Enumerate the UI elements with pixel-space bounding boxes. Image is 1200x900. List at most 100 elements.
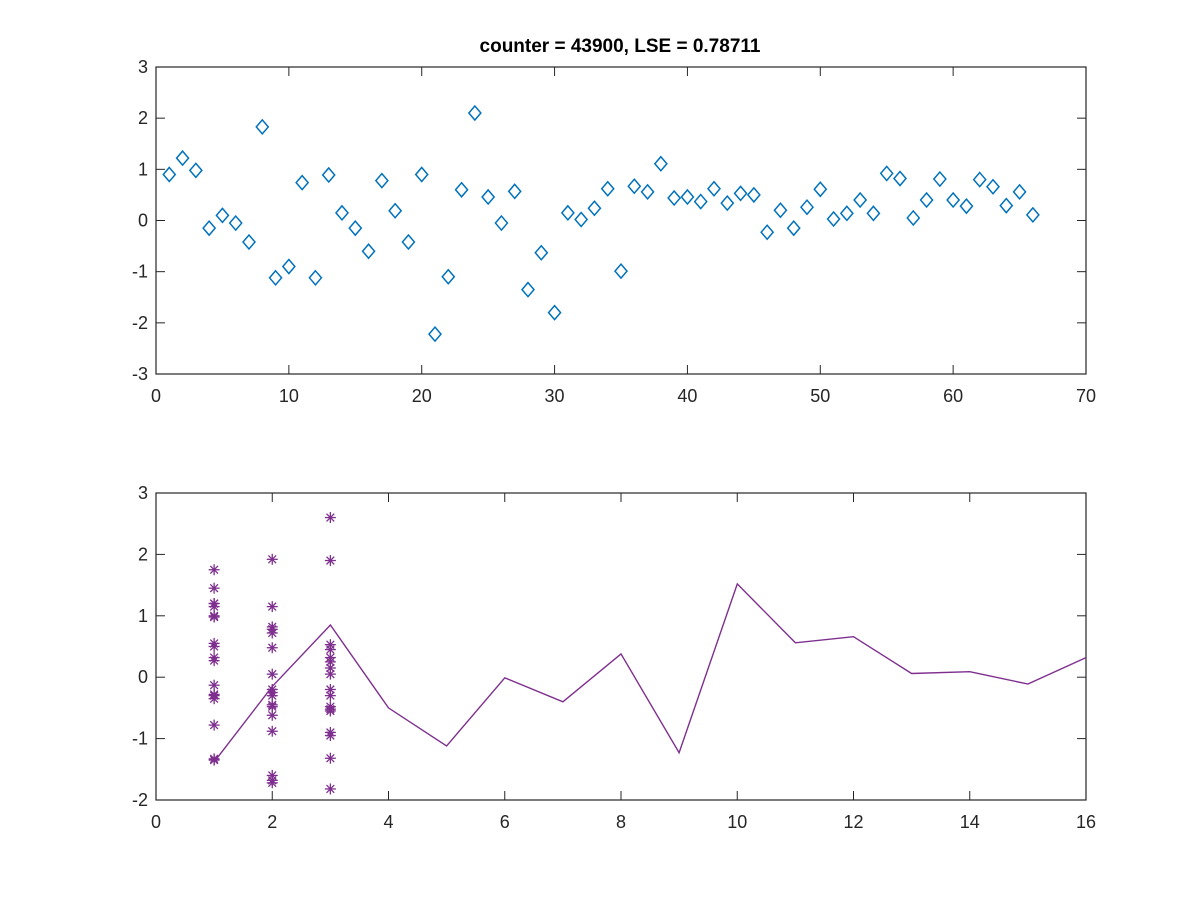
data-point-diamond xyxy=(467,104,482,122)
x-tick-label: 8 xyxy=(616,812,626,832)
data-point-diamond xyxy=(986,178,1000,195)
data-point-diamond xyxy=(667,189,682,207)
data-point-diamond xyxy=(693,193,708,210)
x-tick-label: 12 xyxy=(843,812,863,832)
data-point-asterisk xyxy=(266,642,278,654)
top-plot-marks xyxy=(162,104,1040,343)
data-point-diamond xyxy=(175,149,190,167)
data-point-asterisk xyxy=(208,754,220,766)
data-point-diamond xyxy=(428,325,442,343)
data-point-asterisk xyxy=(266,777,278,789)
y-tick-label: 3 xyxy=(138,483,148,503)
data-point-diamond xyxy=(414,166,429,183)
x-tick-label: 10 xyxy=(727,812,747,832)
data-point-diamond xyxy=(401,233,416,251)
top-plot-axes: counter = 43900, LSE = 0.78711 0 10 20 30 40… xyxy=(132,36,1096,406)
x-tick-label: 0 xyxy=(151,386,161,406)
data-point-asterisk xyxy=(266,553,278,565)
x-tick-label: 40 xyxy=(677,386,697,406)
data-point-asterisk xyxy=(266,668,278,680)
x-tick-label: 70 xyxy=(1076,386,1096,406)
x-tick-label: 20 xyxy=(412,386,432,406)
data-point-diamond xyxy=(228,214,243,232)
top-plot-title: counter = 43900, LSE = 0.78711 xyxy=(480,36,761,57)
data-point-asterisk xyxy=(208,679,220,691)
data-point-diamond xyxy=(295,174,310,191)
data-point-asterisk xyxy=(208,655,220,667)
data-point-diamond xyxy=(932,170,947,188)
data-point-diamond xyxy=(507,183,522,200)
y-tick-label: -1 xyxy=(132,729,148,749)
data-point-diamond xyxy=(959,198,974,215)
y-tick-label: 3 xyxy=(138,57,148,77)
data-point-asterisk xyxy=(266,709,278,721)
data-point-asterisk xyxy=(208,598,220,610)
data-point-asterisk xyxy=(208,582,220,594)
top-plot-area xyxy=(155,66,1087,375)
data-point-diamond xyxy=(560,204,575,221)
data-point-diamond xyxy=(202,220,217,237)
data-point-diamond xyxy=(162,166,177,183)
data-point-diamond xyxy=(786,220,801,237)
data-point-asterisk xyxy=(324,690,336,702)
data-point-diamond xyxy=(879,165,894,182)
data-point-diamond xyxy=(720,194,735,212)
data-point-diamond xyxy=(494,214,509,232)
data-point-asterisk xyxy=(208,641,220,652)
data-point-asterisk xyxy=(266,627,278,639)
data-point-diamond xyxy=(587,200,602,217)
data-point-diamond xyxy=(308,269,323,286)
data-point-diamond xyxy=(866,205,881,222)
data-point-asterisk xyxy=(266,725,278,737)
y-tick-label: 2 xyxy=(138,108,148,128)
data-point-diamond xyxy=(919,191,934,209)
top-plot-ticks: 0 10 20 30 40 50 60 70 -3 -2 -1 0 1 2 3 xyxy=(132,57,1096,406)
data-point-asterisk xyxy=(324,656,336,668)
data-point-diamond xyxy=(481,188,496,206)
data-point-diamond xyxy=(653,155,668,172)
data-point-diamond xyxy=(707,180,721,197)
data-point-diamond xyxy=(733,185,748,202)
data-point-diamond xyxy=(680,188,695,206)
data-point-diamond xyxy=(348,220,363,237)
x-tick-label: 16 xyxy=(1076,812,1096,832)
data-point-diamond xyxy=(640,183,655,200)
y-tick-label: -2 xyxy=(132,313,148,333)
data-point-diamond xyxy=(972,171,987,188)
x-tick-label: 2 xyxy=(267,812,277,832)
bottom-plot-area xyxy=(155,492,1087,801)
data-point-asterisk xyxy=(208,611,220,623)
data-point-asterisk xyxy=(324,668,336,680)
data-point-diamond xyxy=(188,162,203,179)
y-tick-label: 1 xyxy=(138,606,148,626)
data-point-asterisk xyxy=(324,752,336,764)
data-point-diamond xyxy=(1025,206,1040,224)
data-point-diamond xyxy=(999,197,1014,214)
data-point-diamond xyxy=(521,281,535,298)
data-point-diamond xyxy=(893,170,907,187)
data-point-diamond xyxy=(255,118,270,136)
data-point-asterisk xyxy=(208,564,220,576)
data-point-diamond xyxy=(800,199,814,216)
bottom-plot-marks xyxy=(208,512,1087,795)
data-point-diamond xyxy=(826,210,841,228)
y-tick-label: 1 xyxy=(138,159,148,179)
y-tick-label: -2 xyxy=(132,790,148,810)
data-point-asterisk xyxy=(324,730,336,742)
data-point-asterisk xyxy=(266,690,278,702)
data-point-diamond xyxy=(361,243,376,260)
x-tick-label: 4 xyxy=(383,812,393,832)
data-point-diamond xyxy=(534,244,549,261)
data-point-diamond xyxy=(215,207,230,224)
data-point-asterisk xyxy=(324,783,336,795)
data-point-diamond xyxy=(946,191,961,209)
data-point-diamond xyxy=(853,191,868,209)
y-tick-label: 0 xyxy=(138,211,148,231)
x-tick-label: 14 xyxy=(960,812,980,832)
data-point-diamond xyxy=(760,224,775,241)
data-point-diamond xyxy=(281,258,296,275)
x-tick-label: 30 xyxy=(545,386,565,406)
data-point-diamond xyxy=(746,186,761,204)
